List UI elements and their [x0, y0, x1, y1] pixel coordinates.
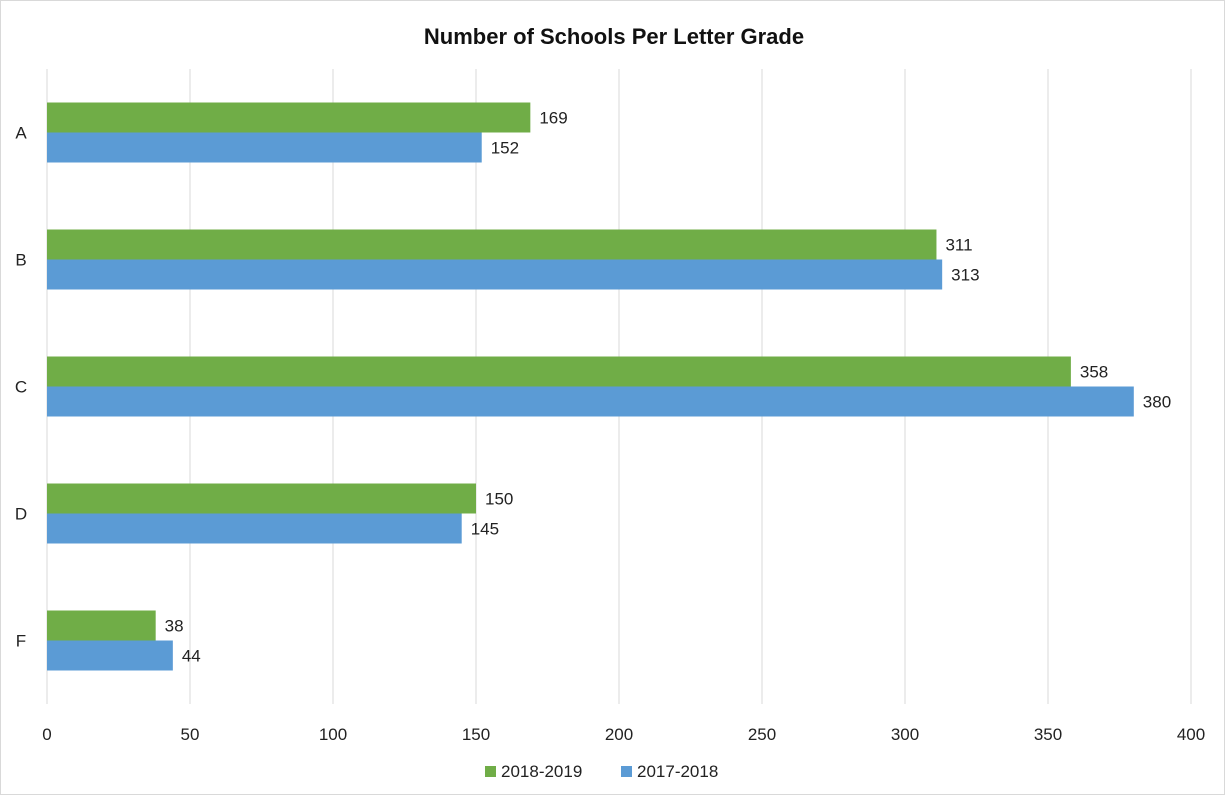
data-label: 38	[165, 617, 184, 636]
x-tick-label: 0	[42, 725, 51, 744]
bar-d-2017-2018	[47, 513, 462, 544]
data-label: 313	[951, 266, 979, 285]
legend-swatch	[485, 766, 496, 777]
legend-label: 2017-2018	[637, 762, 718, 781]
x-tick-label: 350	[1034, 725, 1062, 744]
bar-b-2017-2018	[47, 259, 943, 290]
data-label: 169	[539, 109, 567, 128]
legend-label: 2018-2019	[501, 762, 582, 781]
bar-b-2018-2019	[47, 229, 937, 260]
bars	[47, 102, 1134, 671]
bar-d-2018-2019	[47, 483, 476, 514]
bar-c-2017-2018	[47, 386, 1134, 417]
value-axis: 0 50 100 150 200 250 300 350 400	[42, 725, 1205, 744]
data-label: 358	[1080, 363, 1108, 382]
data-label: 152	[491, 139, 519, 158]
category-axis: A B C D F	[15, 124, 27, 651]
category-label: A	[15, 124, 27, 143]
chart-title: Number of Schools Per Letter Grade	[424, 24, 804, 49]
x-tick-label: 300	[891, 725, 919, 744]
data-label: 145	[471, 520, 499, 539]
x-tick-label: 250	[748, 725, 776, 744]
x-tick-label: 100	[319, 725, 347, 744]
category-label: D	[15, 505, 27, 524]
legend-swatch	[621, 766, 632, 777]
x-tick-label: 200	[605, 725, 633, 744]
data-label: 311	[945, 236, 972, 255]
data-labels: 169 152 311 313 358 380 150 145 38 44	[165, 109, 1171, 666]
bar-c-2018-2019	[47, 356, 1071, 387]
category-label: B	[15, 251, 26, 270]
bar-f-2017-2018	[47, 640, 173, 671]
bar-a-2018-2019	[47, 102, 531, 133]
data-label: 44	[182, 647, 201, 666]
category-label: C	[15, 378, 27, 397]
category-label: F	[16, 632, 26, 651]
bar-f-2018-2019	[47, 610, 156, 641]
x-tick-label: 400	[1177, 725, 1205, 744]
x-tick-label: 50	[181, 725, 200, 744]
data-label: 150	[485, 490, 513, 509]
bar-a-2017-2018	[47, 132, 482, 163]
x-tick-label: 150	[462, 725, 490, 744]
data-label: 380	[1143, 393, 1171, 412]
legend: 2018-2019 2017-2018	[485, 762, 718, 781]
